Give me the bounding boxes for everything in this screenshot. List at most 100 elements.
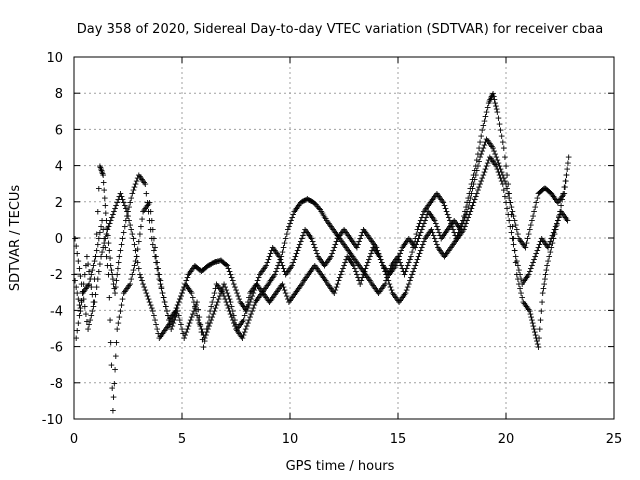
data-point-track-3: + bbox=[558, 205, 565, 218]
data-point-track-1: + bbox=[493, 102, 500, 115]
data-point-track-2: + bbox=[182, 277, 189, 290]
data-point-track-1: + bbox=[168, 323, 175, 336]
data-point-track-2: + bbox=[171, 306, 178, 319]
data-point-track-1: + bbox=[562, 175, 569, 188]
data-point-track-3: + bbox=[160, 326, 167, 339]
data-point-track-2: + bbox=[457, 223, 464, 236]
data-point-track-1: + bbox=[319, 207, 326, 220]
data-point-track-1: + bbox=[545, 255, 552, 268]
data-point-track-3: + bbox=[483, 160, 490, 173]
data-point-track-1: + bbox=[116, 250, 123, 263]
data-point-track-1: + bbox=[308, 195, 315, 208]
data-point-track-2: + bbox=[117, 304, 124, 317]
data-point-track-1: + bbox=[315, 201, 322, 214]
data-point-track-3: + bbox=[449, 240, 456, 253]
data-point-track-2: + bbox=[464, 205, 471, 218]
data-point-track-3: + bbox=[248, 285, 255, 298]
data-point-track-3: + bbox=[130, 232, 137, 245]
data-point-track-1: + bbox=[378, 282, 385, 295]
data-point-track-2: + bbox=[314, 247, 321, 260]
data-point-track-1: + bbox=[326, 217, 333, 230]
data-point-track-3: + bbox=[81, 300, 88, 313]
data-point-track-2: + bbox=[81, 283, 88, 296]
data-point-track-1: + bbox=[351, 253, 358, 266]
data-point-track-1: + bbox=[115, 256, 122, 269]
data-point-track-1: + bbox=[183, 326, 190, 339]
data-point-track-3: + bbox=[535, 241, 542, 254]
data-point-track-1: + bbox=[286, 220, 293, 233]
data-point-track-2: + bbox=[106, 291, 113, 304]
data-point-track-1: + bbox=[521, 297, 528, 310]
data-point-track-1: + bbox=[196, 310, 203, 323]
data-point-track-3: + bbox=[415, 250, 422, 263]
data-point-track-3: + bbox=[309, 262, 316, 275]
data-point-track-3: + bbox=[77, 270, 84, 283]
x-axis-label: GPS time / hours bbox=[286, 459, 395, 474]
x-tick-label: 25 bbox=[606, 432, 623, 447]
data-point-track-1: + bbox=[76, 298, 83, 311]
data-point-track-1: + bbox=[205, 316, 212, 329]
data-point-track-3: + bbox=[200, 329, 207, 342]
data-point-track-3: + bbox=[307, 265, 314, 278]
data-point-track-1: + bbox=[506, 187, 513, 200]
data-point-track-1: + bbox=[442, 202, 449, 215]
data-point-track-2: + bbox=[168, 310, 175, 323]
data-point-track-2: + bbox=[77, 301, 84, 314]
data-point-track-3: + bbox=[128, 223, 135, 236]
data-point-track-3: + bbox=[199, 326, 206, 339]
data-point-track-3: + bbox=[488, 152, 495, 165]
data-point-track-1: + bbox=[488, 92, 495, 105]
data-point-track-3: + bbox=[323, 276, 330, 289]
data-point-track-1: + bbox=[156, 273, 163, 286]
data-point-track-2: + bbox=[278, 256, 285, 269]
data-point-track-2: + bbox=[208, 257, 215, 270]
data-point-track-3: + bbox=[447, 243, 454, 256]
data-point-track-2: + bbox=[295, 241, 302, 254]
data-point-track-3: + bbox=[86, 318, 93, 331]
data-point-track-1: + bbox=[133, 175, 140, 188]
data-point-track-3: + bbox=[110, 208, 117, 221]
data-point-track-1: + bbox=[535, 341, 542, 354]
data-point-track-1: + bbox=[101, 184, 108, 197]
data-point-track-2: + bbox=[125, 280, 132, 293]
data-point-track-2: + bbox=[398, 244, 405, 257]
data-point-track-1: + bbox=[321, 210, 328, 223]
data-point-track-1: + bbox=[87, 273, 94, 286]
data-point-track-3: + bbox=[369, 244, 376, 257]
data-point-track-1: + bbox=[356, 259, 363, 272]
data-point-track-3: + bbox=[462, 220, 469, 233]
data-point-track-2: + bbox=[131, 259, 138, 272]
data-point-track-2: + bbox=[167, 312, 174, 325]
data-point-track-1: + bbox=[541, 277, 548, 290]
data-point-track-3: + bbox=[537, 235, 544, 248]
data-point-track-2: + bbox=[198, 265, 205, 278]
data-point-track-1: + bbox=[158, 282, 165, 295]
data-point-track-3: + bbox=[313, 261, 320, 274]
data-point-track-3: + bbox=[258, 283, 265, 296]
data-point-track-1: + bbox=[432, 188, 439, 201]
data-point-track-3: + bbox=[295, 282, 302, 295]
data-point-track-2: + bbox=[521, 240, 528, 253]
data-point-track-2: + bbox=[286, 264, 293, 277]
data-point-track-2: + bbox=[130, 264, 137, 277]
data-point-track-3: + bbox=[517, 268, 524, 281]
data-point-track-1: + bbox=[216, 282, 223, 295]
data-point-track-3: + bbox=[372, 244, 379, 257]
data-point-track-1: + bbox=[162, 300, 169, 313]
data-point-track-2: + bbox=[510, 209, 517, 222]
data-point-track-1: + bbox=[494, 105, 501, 118]
data-point-track-1: + bbox=[450, 223, 457, 236]
data-point-track-1: + bbox=[195, 303, 202, 316]
data-point-track-2: + bbox=[504, 182, 511, 195]
data-point-track-2: + bbox=[232, 280, 239, 293]
data-point-track-1: + bbox=[487, 93, 494, 106]
data-point-track-3: + bbox=[89, 304, 96, 317]
data-point-track-1: + bbox=[528, 310, 535, 323]
data-point-track-1: + bbox=[269, 271, 276, 284]
data-point-track-3: + bbox=[479, 172, 486, 185]
data-point-track-3: + bbox=[121, 199, 128, 212]
data-point-track-3: + bbox=[106, 217, 113, 230]
data-point-track-3: + bbox=[536, 238, 543, 251]
data-point-track-1: + bbox=[381, 279, 388, 292]
data-point-track-3: + bbox=[143, 286, 150, 299]
